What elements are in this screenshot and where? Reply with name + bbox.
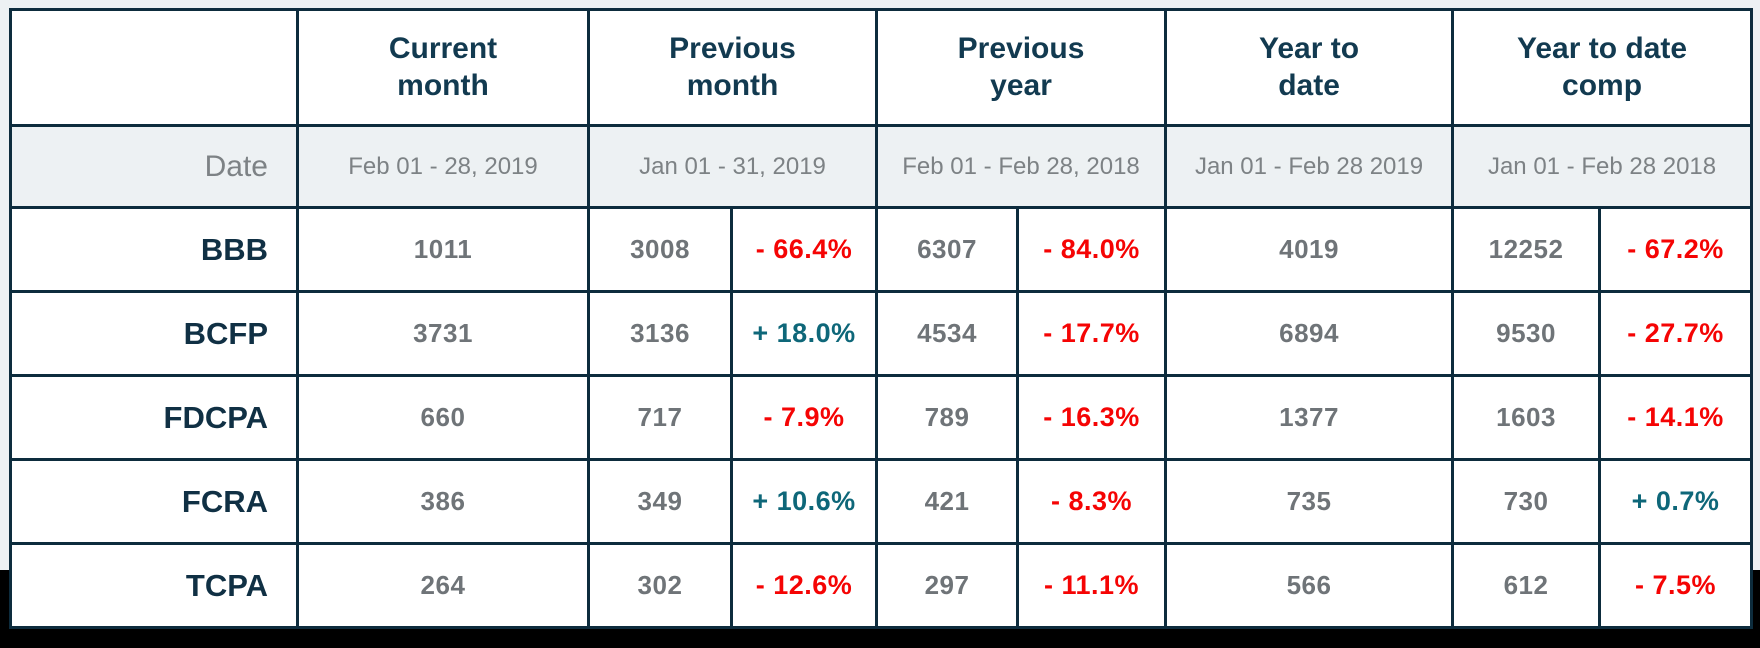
previous-month-value: 3008 bbox=[587, 206, 733, 293]
year-to-date-value: 566 bbox=[1164, 542, 1455, 629]
table-row-bcfp: BCFP 3731 3136 + 18.0% 4534 - 17.7% 6894… bbox=[9, 290, 1754, 377]
previous-month-value: 3136 bbox=[587, 290, 733, 377]
previous-month-pct: - 7.9% bbox=[729, 374, 879, 461]
year-to-date-comp-value: 730 bbox=[1451, 458, 1602, 545]
previous-year-pct: - 11.1% bbox=[1016, 542, 1168, 629]
row-label: BCFP bbox=[9, 290, 299, 377]
header-line: month bbox=[397, 68, 489, 102]
header-line: Year to bbox=[1259, 31, 1360, 65]
row-label: FCRA bbox=[9, 458, 299, 545]
previous-year-value: 789 bbox=[875, 374, 1020, 461]
header-line: year bbox=[990, 68, 1052, 102]
table-row-fcra: FCRA 386 349 + 10.6% 421 - 8.3% 735 730 … bbox=[9, 458, 1754, 545]
header-year-to-date: Year to date bbox=[1164, 8, 1455, 127]
year-to-date-comp-value: 612 bbox=[1451, 542, 1602, 629]
previous-year-value: 421 bbox=[875, 458, 1020, 545]
header-line: comp bbox=[1562, 68, 1643, 102]
previous-month-pct: - 66.4% bbox=[729, 206, 879, 293]
previous-month-value: 349 bbox=[587, 458, 733, 545]
date-range-year-to-date-comp: Jan 01 - Feb 28 2018 bbox=[1451, 124, 1754, 209]
corner-empty-cell bbox=[9, 8, 299, 127]
current-month-value: 3731 bbox=[296, 290, 590, 377]
row-label: TCPA bbox=[9, 542, 299, 629]
previous-month-value: 717 bbox=[587, 374, 733, 461]
date-range-current-month: Feb 01 - 28, 2019 bbox=[296, 124, 590, 209]
table-row-fdcpa: FDCPA 660 717 - 7.9% 789 - 16.3% 1377 16… bbox=[9, 374, 1754, 461]
year-to-date-value: 4019 bbox=[1164, 206, 1455, 293]
current-month-value: 264 bbox=[296, 542, 590, 629]
current-month-value: 386 bbox=[296, 458, 590, 545]
year-to-date-comp-value: 12252 bbox=[1451, 206, 1602, 293]
date-row-label: Date bbox=[9, 124, 299, 209]
previous-month-pct: - 12.6% bbox=[729, 542, 879, 629]
comparison-stats-table: Current month Previous month Previous year … bbox=[9, 8, 1754, 629]
year-to-date-comp-pct: + 0.7% bbox=[1598, 458, 1754, 545]
table-row-tcpa: TCPA 264 302 - 12.6% 297 - 11.1% 566 612… bbox=[9, 542, 1754, 629]
year-to-date-value: 6894 bbox=[1164, 290, 1455, 377]
year-to-date-value: 1377 bbox=[1164, 374, 1455, 461]
year-to-date-comp-value: 1603 bbox=[1451, 374, 1602, 461]
year-to-date-value: 735 bbox=[1164, 458, 1455, 545]
header-line: Current bbox=[388, 31, 498, 65]
previous-month-value: 302 bbox=[587, 542, 733, 629]
previous-year-value: 6307 bbox=[875, 206, 1020, 293]
row-label: FDCPA bbox=[9, 374, 299, 461]
table-row-bbb: BBB 1011 3008 - 66.4% 6307 - 84.0% 4019 … bbox=[9, 206, 1754, 293]
date-range-previous-month: Jan 01 - 31, 2019 bbox=[586, 124, 879, 209]
header-line: Year to date bbox=[1517, 31, 1688, 65]
previous-year-value: 297 bbox=[875, 542, 1020, 629]
header-year-to-date-comp: Year to date comp bbox=[1451, 8, 1754, 127]
current-month-value: 1011 bbox=[296, 206, 590, 293]
year-to-date-comp-pct: - 14.1% bbox=[1598, 374, 1754, 461]
header-line: Previous bbox=[669, 31, 796, 65]
previous-month-pct: + 10.6% bbox=[729, 458, 879, 545]
header-line: Previous bbox=[957, 31, 1085, 65]
previous-year-pct: - 8.3% bbox=[1016, 458, 1168, 545]
header-line: month bbox=[686, 68, 779, 102]
header-previous-year: Previous year bbox=[875, 8, 1168, 127]
previous-year-pct: - 16.3% bbox=[1016, 374, 1168, 461]
header-row: Current month Previous month Previous year … bbox=[9, 8, 1754, 127]
year-to-date-comp-value: 9530 bbox=[1451, 290, 1602, 377]
previous-year-pct: - 17.7% bbox=[1016, 290, 1168, 377]
date-range-year-to-date: Jan 01 - Feb 28 2019 bbox=[1164, 124, 1455, 209]
header-previous-month: Previous month bbox=[586, 8, 879, 127]
year-to-date-comp-pct: - 7.5% bbox=[1598, 542, 1754, 629]
previous-year-pct: - 84.0% bbox=[1016, 206, 1168, 293]
current-month-value: 660 bbox=[296, 374, 590, 461]
previous-month-pct: + 18.0% bbox=[729, 290, 879, 377]
header-current-month: Current month bbox=[296, 8, 590, 127]
year-to-date-comp-pct: - 67.2% bbox=[1598, 206, 1754, 293]
year-to-date-comp-pct: - 27.7% bbox=[1598, 290, 1754, 377]
row-label: BBB bbox=[9, 206, 299, 293]
previous-year-value: 4534 bbox=[875, 290, 1020, 377]
header-line: date bbox=[1278, 68, 1340, 102]
date-row: Date Feb 01 - 28, 2019 Jan 01 - 31, 2019… bbox=[9, 124, 1754, 209]
date-range-previous-year: Feb 01 - Feb 28, 2018 bbox=[875, 124, 1168, 209]
